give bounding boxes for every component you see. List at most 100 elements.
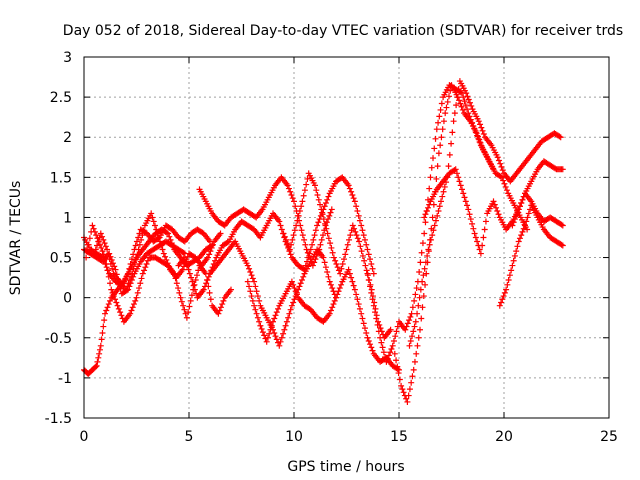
data-point — [300, 192, 307, 199]
data-point — [470, 225, 477, 232]
data-point — [497, 173, 504, 180]
data-point — [439, 193, 446, 200]
data-point — [422, 211, 429, 218]
data-point — [518, 232, 525, 239]
data-point — [460, 94, 467, 101]
data-point — [508, 267, 515, 274]
data-point — [322, 264, 329, 271]
data-point — [465, 96, 472, 103]
data-point — [109, 260, 116, 267]
data-point — [142, 264, 149, 271]
data-point — [216, 307, 223, 314]
data-point — [319, 211, 326, 218]
data-point — [473, 130, 480, 137]
data-point — [356, 238, 363, 245]
data-point — [204, 254, 211, 261]
data-point — [112, 266, 119, 273]
data-point — [296, 283, 303, 290]
data-point — [424, 252, 431, 259]
data-point — [445, 93, 452, 100]
data-point — [468, 102, 475, 109]
data-point — [251, 278, 258, 285]
data-point — [287, 306, 294, 313]
data-point — [299, 198, 306, 205]
data-point — [407, 337, 414, 344]
data-point — [306, 250, 313, 257]
data-point — [186, 270, 193, 277]
data-point — [164, 260, 171, 267]
data-point — [345, 182, 352, 189]
data-point — [283, 236, 290, 243]
data-point — [329, 304, 336, 311]
data-point — [148, 210, 155, 217]
data-point — [437, 106, 444, 113]
data-point — [384, 355, 391, 362]
x-tick-label: 15 — [390, 429, 408, 445]
data-point — [426, 201, 433, 208]
data-point — [301, 187, 308, 194]
data-point — [327, 307, 334, 314]
data-point — [428, 164, 435, 171]
data-point — [189, 278, 196, 285]
data-point — [98, 244, 105, 251]
data-point — [116, 281, 123, 288]
data-point — [324, 268, 331, 275]
data-point — [327, 240, 334, 247]
data-point — [457, 100, 464, 107]
data-point — [224, 239, 231, 246]
data-point — [499, 296, 506, 303]
data-point — [324, 196, 331, 203]
data-point — [503, 187, 510, 194]
data-point — [159, 246, 166, 253]
data-point — [351, 225, 358, 232]
data-point — [490, 198, 497, 205]
data-point — [394, 323, 401, 330]
data-point — [298, 277, 305, 284]
data-point — [426, 185, 433, 192]
y-tick-label: 2 — [63, 130, 72, 146]
data-point — [215, 310, 222, 317]
data-point — [278, 334, 285, 341]
data-point — [393, 357, 400, 364]
data-point — [277, 338, 284, 345]
data-point — [479, 242, 486, 249]
data-point — [302, 241, 309, 248]
data-point — [438, 198, 444, 205]
x-tick-label: 25 — [600, 429, 618, 445]
data-point — [435, 119, 442, 126]
data-point — [435, 208, 442, 215]
data-point — [346, 236, 353, 243]
data-point — [130, 301, 137, 308]
data-point — [289, 236, 296, 243]
data-point — [385, 352, 392, 359]
data-point — [133, 238, 140, 245]
data-point — [118, 312, 125, 319]
data-point — [481, 226, 488, 233]
data-point — [113, 299, 120, 306]
data-point — [208, 244, 215, 251]
data-point — [497, 160, 504, 167]
data-point — [436, 113, 443, 120]
data-point — [126, 283, 133, 290]
data-point — [363, 267, 370, 274]
data-point — [363, 329, 370, 336]
data-point — [444, 98, 451, 105]
data-point — [390, 337, 397, 344]
data-point — [495, 157, 502, 164]
data-point — [518, 200, 525, 207]
data-point — [103, 307, 110, 314]
data-point — [419, 278, 426, 285]
data-point — [472, 234, 479, 241]
data-point — [256, 297, 263, 304]
data-point — [370, 302, 377, 309]
data-point — [432, 217, 439, 224]
data-point — [409, 373, 416, 380]
data-point — [180, 263, 187, 270]
data-point — [193, 272, 200, 279]
data-point — [252, 306, 259, 313]
data-point — [104, 246, 111, 253]
data-point — [427, 236, 434, 243]
data-point — [100, 323, 107, 330]
data-point — [275, 305, 282, 312]
data-point — [348, 188, 355, 195]
